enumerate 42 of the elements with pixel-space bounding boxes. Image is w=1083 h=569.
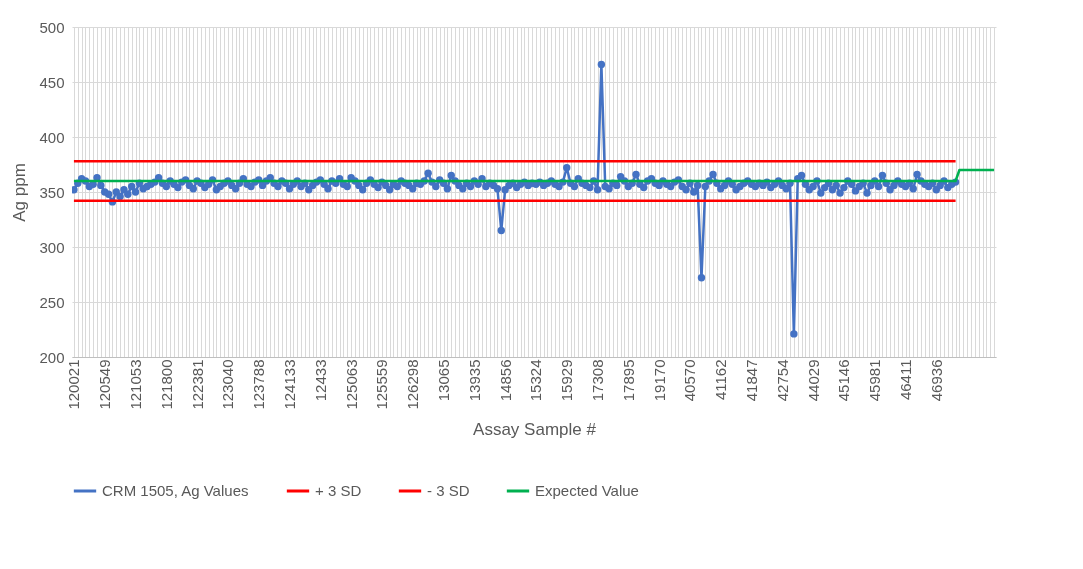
x-tick-label: 123788 <box>250 359 268 410</box>
x-tick-label: 122381 <box>188 359 206 410</box>
x-tick-label: 45146 <box>835 359 853 402</box>
x-tick-label: 126298 <box>404 359 422 410</box>
x-tick-label: 120021 <box>65 359 83 410</box>
x-tick-label: 41162 <box>712 359 730 401</box>
y-tick-label: 200 <box>39 348 65 366</box>
x-tick-label: 125559 <box>373 359 391 410</box>
x-tick-label: 40570 <box>681 359 699 402</box>
legend-label: + 3 SD <box>315 482 362 499</box>
y-tick-label: 350 <box>39 183 65 201</box>
x-tick-label: 15324 <box>527 359 545 402</box>
x-tick-label: 46411 <box>897 359 915 401</box>
x-tick-label: 123040 <box>219 359 237 410</box>
x-tick-label: 41847 <box>743 359 761 402</box>
legend-label: CRM 1505, Ag Values <box>102 482 249 499</box>
x-tick-label: 45981 <box>866 359 884 402</box>
x-tick-label: 124133 <box>281 359 299 410</box>
y-axis-title: Ag ppm <box>10 163 30 222</box>
x-tick-label: 17895 <box>619 359 637 402</box>
x-tick-label: 44029 <box>804 359 822 402</box>
x-tick-label: 121053 <box>127 359 145 410</box>
x-axis-title: Assay Sample # <box>473 419 597 439</box>
x-tick-label: 125063 <box>342 359 360 410</box>
y-tick-label: 300 <box>39 238 65 256</box>
x-tick-label: 46936 <box>927 359 945 402</box>
x-tick-label: 15929 <box>558 359 576 402</box>
x-tick-label: 13935 <box>465 359 483 402</box>
x-tick-label: 19170 <box>650 359 668 402</box>
legend-label: - 3 SD <box>427 482 470 499</box>
legend-label: Expected Value <box>535 482 639 499</box>
x-tick-label: 120549 <box>96 359 114 410</box>
x-tick-label: 42754 <box>773 359 791 402</box>
x-tick-label: 14856 <box>496 359 514 402</box>
y-tick-label: 400 <box>39 128 65 146</box>
y-tick-label: 500 <box>39 18 65 36</box>
y-tick-label: 250 <box>39 293 65 311</box>
x-tick-label: 12433 <box>311 359 329 402</box>
x-tick-label: 17308 <box>589 359 607 402</box>
y-tick-label: 450 <box>39 73 65 91</box>
x-tick-label: 121800 <box>157 359 175 410</box>
x-tick-label: 13065 <box>435 359 453 402</box>
